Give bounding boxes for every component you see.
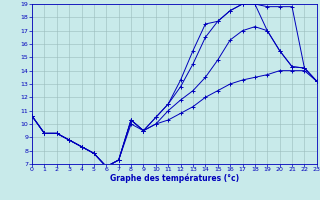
X-axis label: Graphe des températures (°c): Graphe des températures (°c) [110, 174, 239, 183]
